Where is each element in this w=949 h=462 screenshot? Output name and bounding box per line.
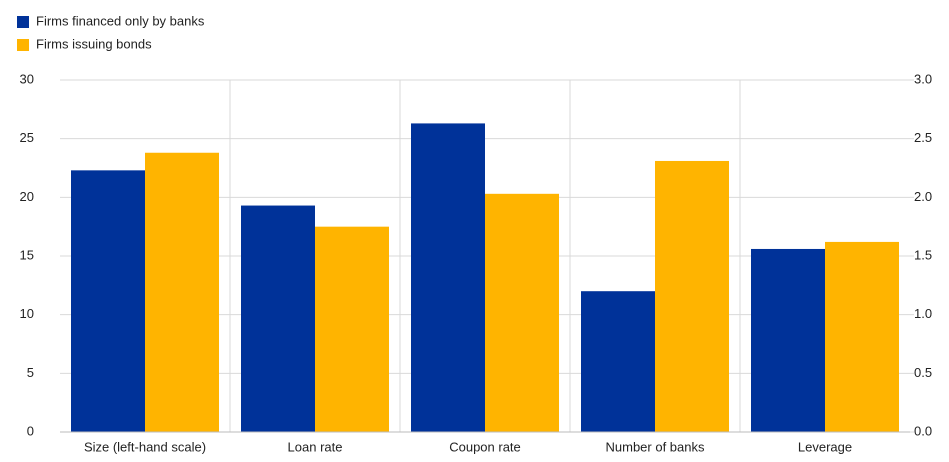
y-tick-label: 25	[20, 130, 34, 145]
x-tick-label: Size (left-hand scale)	[84, 439, 206, 454]
x-tick-label: Number of banks	[606, 439, 705, 454]
x-tick-label: Loan rate	[288, 439, 343, 454]
y2-tick-label: 2.0	[914, 189, 932, 204]
bar	[825, 241, 899, 432]
y-tick-label: 20	[20, 189, 34, 204]
bar	[485, 193, 559, 432]
bar	[751, 248, 825, 432]
bar	[241, 205, 315, 432]
bar	[315, 226, 389, 432]
bar	[71, 170, 145, 432]
y2-tick-label: 3.0	[914, 71, 932, 86]
x-tick-label: Coupon rate	[449, 439, 521, 454]
legend-label: Firms financed only by banks	[36, 13, 205, 28]
y-tick-label: 30	[20, 71, 34, 86]
y2-tick-label: 0.0	[914, 423, 932, 438]
legend-label: Firms issuing bonds	[36, 36, 152, 51]
y2-tick-label: 2.5	[914, 130, 932, 145]
y-tick-label: 10	[20, 306, 34, 321]
legend-swatch	[17, 16, 29, 28]
y2-tick-label: 0.5	[914, 365, 932, 380]
x-tick-label: Leverage	[798, 439, 852, 454]
y2-tick-label: 1.0	[914, 306, 932, 321]
y-tick-label: 15	[20, 247, 34, 262]
bar	[581, 291, 655, 432]
bar	[655, 160, 729, 432]
bar	[145, 152, 219, 432]
y-tick-label: 5	[27, 365, 34, 380]
y2-tick-label: 1.5	[914, 247, 932, 262]
bar	[411, 123, 485, 432]
legend-swatch	[17, 39, 29, 51]
y-tick-label: 0	[27, 423, 34, 438]
